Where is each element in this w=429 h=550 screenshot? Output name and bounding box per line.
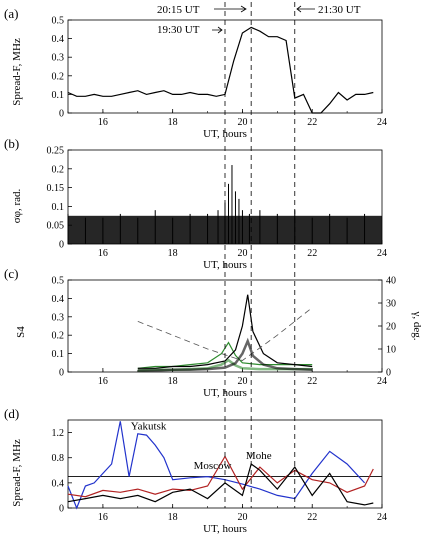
x-tick-label: 24 (377, 248, 387, 259)
x-tick-label: 20 (237, 376, 247, 387)
x-tick-label: 20 (237, 248, 247, 259)
x-tick-label: 22 (307, 376, 317, 387)
x-axis-label: UT, hours (203, 128, 247, 140)
x-tick-label: 24 (377, 117, 387, 128)
x-tick-label: 16 (98, 376, 108, 387)
arrow-2015 (214, 5, 247, 13)
y-tick-label: 0.4 (52, 34, 65, 45)
annotation-2130: 21:30 UT (318, 4, 361, 16)
x-tick-label: 18 (168, 376, 178, 387)
x-tick-label: 24 (377, 376, 387, 387)
y-tick-label: 0.15 (47, 183, 65, 194)
y2-axis-label: γ, deg. (411, 311, 423, 341)
x-tick-label: 20 (237, 512, 247, 523)
x-tick-label: 22 (307, 117, 317, 128)
y-tick-label: 0.3 (52, 312, 65, 323)
annotation-1930: 19:30 UT (157, 24, 200, 36)
x-tick-label: 18 (168, 248, 178, 259)
x-tick-label: 24 (377, 512, 387, 523)
time-annotations: 20:15 UT 19:30 UT 21:30 UT (157, 4, 361, 36)
event-time-lines (224, 2, 296, 508)
y-tick-label: 0 (59, 109, 64, 120)
panel-label: (c) (4, 266, 18, 281)
y2-tick-label: 20 (386, 322, 396, 333)
series-label: Moscow (194, 460, 232, 472)
y-tick-label: 0.2 (52, 331, 65, 342)
x-axis-label: UT, hours (203, 523, 247, 535)
series-line (67, 26, 374, 114)
y-tick-label: 0.5 (52, 276, 65, 287)
x-tick-label: 22 (307, 248, 317, 259)
series-line (137, 307, 313, 361)
y-axis-label: S4 (15, 326, 27, 338)
panels-group: (a) 16 18 20 22 24 UT, hours 0 0.1 0.2 0.3 0.4 0.5 Sp… (4, 6, 423, 535)
y-tick-label: 0.2 (52, 71, 65, 82)
y-tick-label: 0.3 (52, 53, 65, 64)
y-tick-label: 0.8 (52, 453, 65, 464)
x-tick-label: 22 (307, 512, 317, 523)
y-tick-label: 0.1 (52, 349, 65, 360)
y-tick-label: 0.5 (52, 16, 65, 27)
arrow-2130 (296, 5, 315, 13)
annotation-2015: 20:15 UT (157, 4, 200, 16)
series-noise (137, 337, 313, 372)
panel-label: (b) (4, 136, 19, 151)
y-tick-label: 1.2 (52, 428, 65, 439)
series-line (137, 294, 313, 369)
x-tick-label: 18 (168, 512, 178, 523)
y-axis-label: σφ, rad. (11, 188, 23, 223)
y-axis-label: Spread-F, MHz (11, 38, 23, 106)
series-line (67, 421, 366, 510)
series-label: Yakutsk (131, 420, 167, 432)
y-tick-label: 0.4 (52, 294, 65, 305)
y2-tick-label: 0 (386, 368, 391, 379)
x-tick-label: 16 (98, 117, 108, 128)
y-tick-label: 0.4 (52, 478, 65, 489)
y2-tick-label: 30 (386, 299, 396, 310)
panel-label: (a) (4, 6, 18, 21)
y-tick-label: 0.1 (52, 90, 65, 101)
x-tick-label: 18 (168, 117, 178, 128)
y-tick-label: 0 (59, 240, 64, 251)
x-tick-label: 16 (98, 248, 108, 259)
panel-label: (d) (4, 406, 19, 421)
y-tick-label: 0.2 (52, 164, 65, 175)
panel-4: (d) 16 18 20 22 24 UT, hours 0 0.4 0.8 1.2 Spread-F… (4, 406, 387, 535)
y-tick-label: 0.1 (52, 202, 65, 213)
x-tick-label: 16 (98, 512, 108, 523)
arrow-1930 (212, 26, 223, 34)
y-tick-label: 0 (59, 504, 64, 515)
y2-tick-label: 10 (386, 345, 396, 356)
y2-tick-label: 40 (386, 276, 396, 287)
y-axis-label: Spread-F, MHz (11, 439, 23, 507)
y-tick-label: 0.05 (47, 221, 65, 232)
y-tick-label: 0.25 (47, 146, 65, 157)
series-label: Mohe (246, 450, 272, 462)
x-tick-label: 20 (237, 117, 247, 128)
series-line (67, 463, 374, 506)
y-tick-label: 0 (59, 368, 64, 379)
